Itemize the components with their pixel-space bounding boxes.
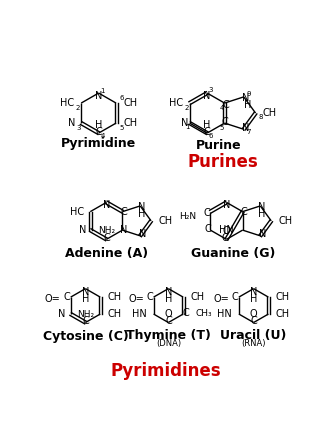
Text: 2: 2 [76, 105, 80, 111]
Text: N: N [138, 202, 145, 212]
Text: C: C [205, 224, 212, 233]
Text: CH: CH [107, 292, 121, 302]
Text: Guanine (G): Guanine (G) [191, 247, 275, 260]
Text: N: N [242, 94, 249, 103]
Text: HC: HC [70, 207, 84, 217]
Text: HN: HN [217, 309, 232, 319]
Text: C: C [121, 207, 127, 217]
Text: 2: 2 [184, 105, 189, 111]
Text: N: N [180, 118, 188, 128]
Text: 6: 6 [209, 133, 213, 139]
Text: H: H [138, 209, 145, 219]
Text: C: C [204, 127, 211, 136]
Text: CH: CH [123, 98, 137, 108]
Text: N: N [165, 287, 172, 297]
Text: C: C [165, 316, 172, 326]
Text: (RNA): (RNA) [241, 339, 266, 348]
Text: Purines: Purines [187, 153, 258, 171]
Text: H: H [203, 120, 211, 130]
Text: C: C [203, 208, 210, 218]
Text: HN: HN [132, 309, 147, 319]
Text: NH₂: NH₂ [98, 227, 115, 236]
Text: 3: 3 [208, 87, 213, 93]
Text: H: H [95, 121, 102, 130]
Text: H: H [250, 294, 257, 305]
Text: H₂N: H₂N [179, 212, 196, 221]
Text: CH: CH [275, 309, 289, 319]
Text: CH: CH [190, 292, 204, 302]
Text: N: N [120, 225, 128, 235]
Text: 1: 1 [100, 88, 105, 94]
Text: C: C [146, 292, 153, 302]
Text: H: H [82, 294, 89, 305]
Text: NH₂: NH₂ [77, 310, 94, 319]
Text: N: N [250, 287, 257, 297]
Text: C: C [222, 117, 229, 127]
Text: C: C [64, 292, 70, 302]
Text: C: C [223, 100, 229, 110]
Text: CH: CH [278, 216, 292, 226]
Text: H: H [165, 294, 172, 305]
Text: C: C [82, 316, 89, 326]
Text: CH: CH [107, 309, 121, 319]
Text: N: N [139, 229, 146, 239]
Text: C: C [95, 127, 102, 137]
Text: 8: 8 [259, 114, 263, 120]
Text: 4: 4 [100, 133, 105, 139]
Text: 5: 5 [119, 125, 124, 131]
Text: CH: CH [262, 108, 277, 118]
Text: 3: 3 [76, 125, 81, 131]
Text: O=: O= [129, 293, 144, 304]
Text: O: O [223, 226, 230, 236]
Text: H: H [258, 209, 266, 219]
Text: N: N [259, 229, 266, 239]
Text: Pyrimidine: Pyrimidine [61, 137, 136, 151]
Text: HC: HC [60, 98, 74, 108]
Text: CH₃: CH₃ [196, 309, 212, 318]
Text: O=: O= [44, 293, 60, 304]
Text: O=: O= [214, 293, 230, 304]
Text: CH: CH [158, 216, 172, 226]
Text: H: H [244, 100, 251, 109]
Text: 7: 7 [246, 130, 251, 136]
Text: C: C [250, 316, 257, 326]
Text: C: C [222, 233, 228, 243]
Text: N: N [242, 123, 249, 133]
Text: N: N [95, 91, 102, 101]
Text: N: N [58, 309, 65, 319]
Text: 4: 4 [219, 105, 224, 111]
Text: 6: 6 [119, 95, 124, 101]
Text: C: C [232, 292, 238, 302]
Text: HC: HC [168, 98, 183, 108]
Text: Adenine (A): Adenine (A) [65, 247, 148, 260]
Text: 1: 1 [185, 124, 190, 130]
Text: N: N [79, 225, 87, 235]
Text: HN: HN [219, 225, 234, 235]
Text: Thymine (T): Thymine (T) [126, 329, 211, 342]
Text: N: N [82, 287, 89, 297]
Text: CH: CH [123, 118, 137, 128]
Text: C: C [241, 207, 248, 217]
Text: N: N [223, 200, 230, 211]
Text: 5: 5 [219, 125, 224, 131]
Text: Cytosine (C): Cytosine (C) [42, 330, 128, 343]
Text: N: N [203, 91, 211, 101]
Text: N: N [68, 118, 76, 128]
Text: O: O [250, 309, 258, 319]
Text: Pyrimidines: Pyrimidines [111, 362, 221, 380]
Text: N: N [258, 202, 266, 212]
Text: (DNA): (DNA) [156, 339, 181, 348]
Text: Uracil (U): Uracil (U) [220, 329, 287, 342]
Text: Purine: Purine [196, 139, 242, 152]
Text: CH: CH [275, 292, 289, 302]
Text: C: C [103, 233, 110, 243]
Text: 9: 9 [246, 91, 251, 97]
Text: C: C [182, 308, 189, 317]
Text: O: O [165, 309, 172, 319]
Text: N: N [103, 200, 110, 211]
